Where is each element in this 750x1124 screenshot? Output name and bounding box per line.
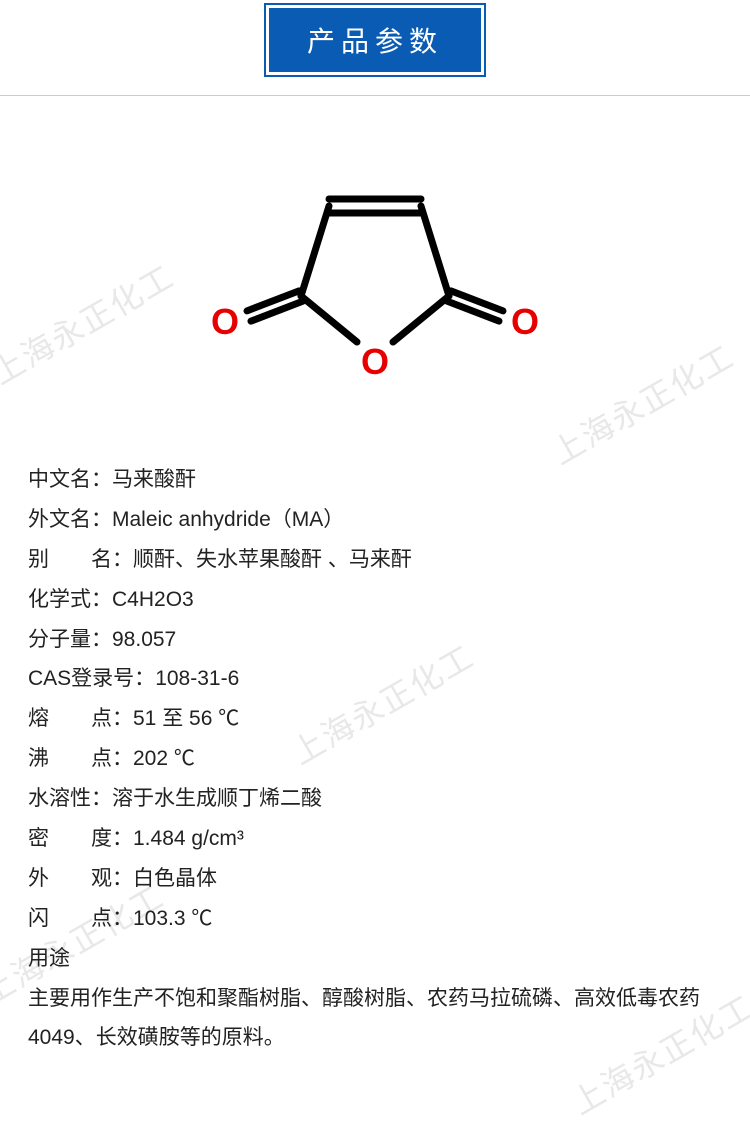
- property-label: 分子量：: [28, 628, 112, 651]
- property-label: 闪 点：: [28, 907, 133, 930]
- header-divider: [0, 95, 750, 96]
- property-row: 闪 点：103.3 ℃: [28, 899, 722, 939]
- property-row: 外 观：白色晶体: [28, 859, 722, 899]
- watermark-text: 上海永正化工: [0, 252, 182, 394]
- svg-text:O: O: [511, 301, 539, 342]
- section-title: 产品参数: [307, 26, 443, 57]
- property-label: CAS登录号：: [28, 667, 155, 690]
- watermark-text: 上海永正化工: [542, 332, 742, 474]
- section-title-box: 产品参数: [266, 5, 484, 75]
- svg-text:O: O: [361, 341, 389, 380]
- property-label: 水溶性：: [28, 787, 112, 810]
- property-label: 沸 点：: [28, 747, 133, 770]
- property-row: 密 度：1.484 g/cm³: [28, 819, 722, 859]
- property-value: 108-31-6: [155, 667, 239, 690]
- property-value: C4H2O3: [112, 588, 194, 611]
- property-value: 马来酸酐: [112, 468, 196, 491]
- property-row: CAS登录号：108-31-6: [28, 659, 722, 699]
- property-row: 分子量：98.057: [28, 620, 722, 660]
- property-row: 别 名：顺酐、失水苹果酸酐 、马来酐: [28, 540, 722, 580]
- property-value: 103.3 ℃: [133, 907, 212, 930]
- property-label: 别 名：: [28, 548, 133, 571]
- property-value: 顺酐、失水苹果酸酐 、马来酐: [133, 548, 412, 571]
- property-value: 98.057: [112, 628, 176, 651]
- property-label: 化学式：: [28, 588, 112, 611]
- property-row: 外文名：Maleic anhydride（MA）: [28, 500, 722, 540]
- property-row: 沸 点：202 ℃: [28, 739, 722, 779]
- usage-heading: 用途: [28, 939, 722, 979]
- properties-list: 中文名：马来酸酐外文名：Maleic anhydride（MA）别 名：顺酐、失…: [28, 460, 722, 1058]
- property-value: 1.484 g/cm³: [133, 827, 244, 850]
- property-value: Maleic anhydride（MA）: [112, 508, 344, 531]
- property-label: 熔 点：: [28, 707, 133, 730]
- property-value: 202 ℃: [133, 747, 195, 770]
- property-label: 外文名：: [28, 508, 112, 531]
- chemical-structure: OOO: [205, 170, 545, 385]
- property-value: 白色晶体: [133, 867, 217, 890]
- usage-text: 主要用作生产不饱和聚酯树脂、醇酸树脂、农药马拉硫磷、高效低毒农药4049、长效磺…: [28, 979, 722, 1059]
- property-row: 中文名：马来酸酐: [28, 460, 722, 500]
- property-row: 水溶性：溶于水生成顺丁烯二酸: [28, 779, 722, 819]
- property-row: 化学式：C4H2O3: [28, 580, 722, 620]
- property-value: 51 至 56 ℃: [133, 707, 239, 730]
- svg-text:O: O: [211, 301, 239, 342]
- property-value: 溶于水生成顺丁烯二酸: [112, 787, 322, 810]
- property-row: 熔 点：51 至 56 ℃: [28, 699, 722, 739]
- property-label: 中文名：: [28, 468, 112, 491]
- property-label: 密 度：: [28, 827, 133, 850]
- property-label: 外 观：: [28, 867, 133, 890]
